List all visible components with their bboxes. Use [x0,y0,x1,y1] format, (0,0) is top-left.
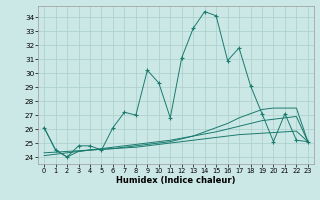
X-axis label: Humidex (Indice chaleur): Humidex (Indice chaleur) [116,176,236,185]
